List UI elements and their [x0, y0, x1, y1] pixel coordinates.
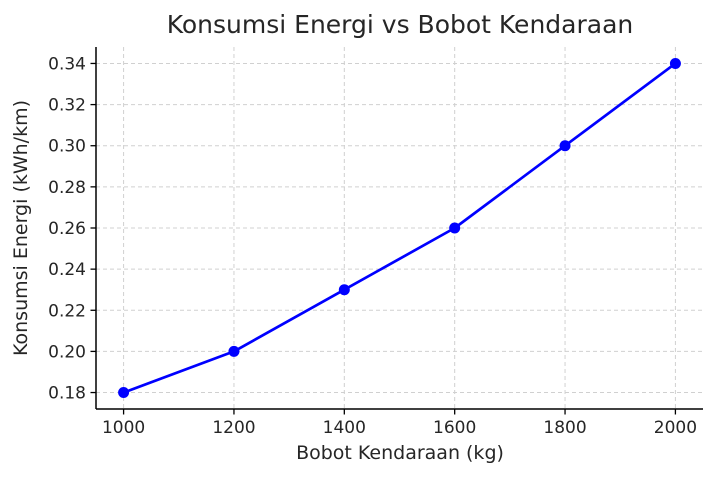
y-tick-label: 0.26 [48, 219, 86, 239]
y-tick-label: 0.30 [48, 137, 86, 157]
axes-layer [90, 47, 703, 415]
y-tick-label: 0.24 [48, 260, 86, 280]
x-tick-label: 1600 [433, 418, 476, 438]
y-tick-label: 0.34 [48, 54, 86, 74]
data-point [669, 57, 681, 69]
data-point [118, 387, 130, 399]
chart-title: Konsumsi Energi vs Bobot Kendaraan [167, 10, 634, 39]
x-tick-label: 1800 [543, 418, 586, 438]
data-point [449, 222, 461, 234]
grid-layer [96, 47, 703, 409]
x-tick-label: 1000 [102, 418, 145, 438]
data-point [228, 345, 240, 357]
y-tick-label: 0.28 [48, 178, 86, 198]
x-tick-label: 2000 [654, 418, 697, 438]
data-point [338, 284, 350, 296]
y-tick-label: 0.20 [48, 342, 86, 362]
x-tick-label: 1200 [212, 418, 255, 438]
data-line [122, 62, 677, 394]
y-tick-label: 0.32 [48, 96, 86, 116]
y-tick-label: 0.22 [48, 301, 86, 321]
y-tick-label: 0.18 [48, 384, 86, 404]
y-axis-label: Konsumsi Energi (kWh/km) [10, 100, 32, 356]
data-series-layer [118, 57, 681, 399]
tick-label-layer: 1000 1200 1400 1600 1800 2000 0.18 0.20 0.22 0.24… [48, 54, 697, 438]
data-point [559, 140, 571, 152]
x-axis-label: Bobot Kendaraan (kg) [296, 442, 504, 464]
x-tick-label: 1400 [323, 418, 366, 438]
